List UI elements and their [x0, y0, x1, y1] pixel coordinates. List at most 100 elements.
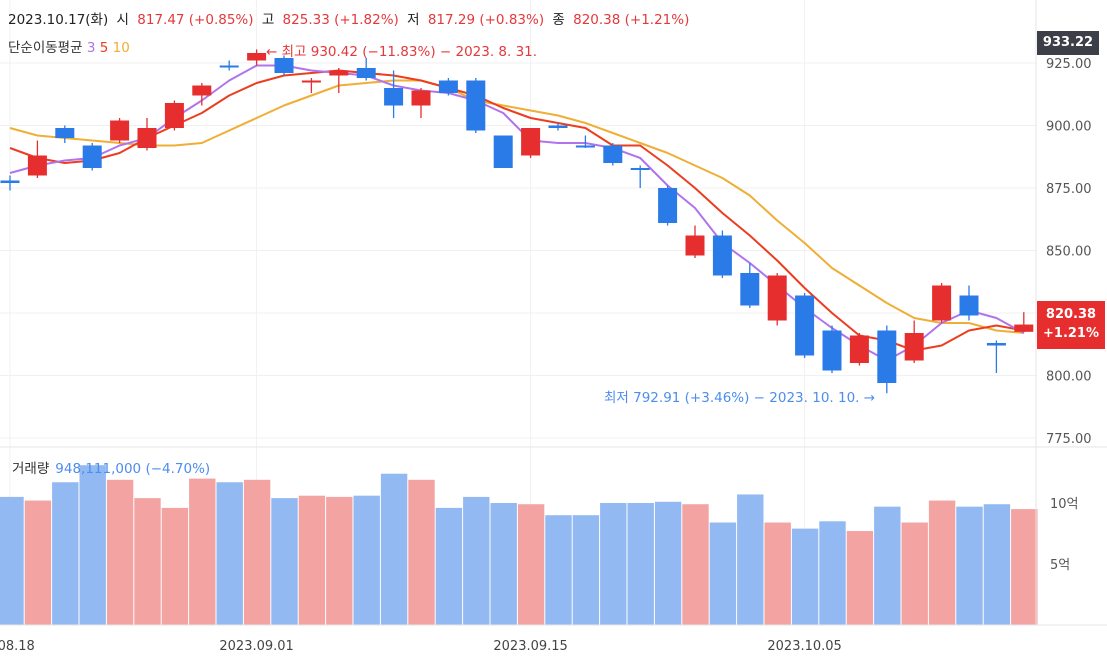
candle-body	[82, 145, 102, 168]
volume-label: 거래량	[12, 461, 50, 477]
candle-body	[219, 65, 239, 68]
volume-value: 948,111,000 (−4.70%)	[55, 461, 211, 477]
volume-bar	[709, 522, 737, 625]
volume-bar	[408, 479, 435, 625]
volume-bar	[983, 504, 1011, 625]
y-tick-label: 875.00	[1046, 182, 1092, 197]
candle-body	[603, 145, 623, 163]
last-price-tag: 820.38 +1.21%	[1037, 301, 1105, 349]
candle-body	[986, 343, 1006, 346]
candle-body	[356, 68, 376, 78]
high-label: 고	[261, 12, 275, 28]
volume-bar	[24, 500, 52, 625]
y-tick-label: 775.00	[1046, 432, 1092, 447]
current-price-tag: 933.22	[1037, 31, 1099, 55]
volume-bar	[189, 478, 216, 625]
high-value: 825.33 (+1.82%)	[282, 12, 399, 28]
volume-bar	[216, 482, 243, 625]
y-tick-label: 850.00	[1046, 245, 1092, 260]
volume-bar	[545, 515, 572, 625]
ma-legend[interactable]: 단순이동평균 3 5 10	[8, 36, 130, 56]
candle-body	[466, 80, 486, 131]
volume-bar	[517, 504, 545, 625]
candle-body	[274, 58, 294, 73]
y-tick-label: 900.00	[1046, 120, 1092, 135]
volume-bar	[901, 522, 928, 625]
low-label: 저	[407, 12, 420, 28]
ma3-line	[9, 64, 1025, 362]
volume-bar	[874, 506, 901, 625]
candle-body	[575, 145, 595, 148]
header-date: 2023.10.17(화)	[8, 12, 109, 28]
candle-body	[192, 85, 212, 96]
candle-body	[301, 80, 321, 83]
candle-body	[164, 103, 184, 128]
open-label: 시	[116, 12, 129, 28]
candle-body	[767, 275, 787, 321]
candle-body	[548, 125, 568, 128]
candle-body	[55, 128, 75, 138]
volume-bar	[243, 479, 271, 625]
candle-body	[712, 235, 732, 276]
candle-body	[822, 330, 842, 371]
candle-body	[137, 128, 157, 148]
candle-body	[904, 333, 924, 361]
low-annotation: 최저 792.91 (+3.46%) − 2023. 10. 10. →	[604, 390, 876, 406]
last-price-value: 820.38	[1045, 307, 1097, 322]
volume-bar	[435, 507, 463, 625]
volume-bar	[846, 531, 874, 625]
close-label: 종	[552, 12, 565, 28]
ma10-line	[9, 79, 1024, 334]
open-value: 817.47 (+0.85%)	[137, 12, 254, 28]
low-value: 817.29 (+0.83%)	[427, 12, 545, 28]
volume-bar	[161, 507, 189, 625]
candle-body	[0, 180, 20, 183]
volume-bar	[380, 473, 408, 625]
candle-body	[877, 330, 897, 383]
candles-group	[0, 49, 1034, 394]
ma5-legend: 5	[99, 40, 109, 56]
candle-body	[685, 235, 705, 256]
volume-bar	[298, 495, 326, 625]
volume-bar	[271, 498, 298, 625]
volume-bar	[654, 501, 682, 625]
candle-body	[411, 90, 431, 106]
candle-body	[521, 128, 541, 156]
ma-legend-label: 단순이동평균	[8, 40, 83, 56]
volume-bar	[600, 503, 627, 625]
candle-body	[658, 188, 678, 223]
volume-tick-label: 5억	[1050, 558, 1070, 573]
y-tick-label: 925.00	[1046, 57, 1092, 72]
volume-bar	[0, 496, 24, 625]
candle-body	[247, 53, 267, 61]
volume-bar	[326, 496, 353, 625]
volume-legend: 거래량 948,111,000 (−4.70%)	[12, 457, 210, 477]
volume-tick-label: 10억	[1050, 497, 1079, 512]
candle-body	[849, 335, 869, 363]
x-tick-label: 2023.10.05	[767, 639, 841, 654]
candle-body	[630, 168, 650, 170]
volume-bar	[764, 522, 791, 625]
candle-body	[493, 135, 513, 168]
volume-bars-group	[0, 465, 1038, 625]
candle-body	[932, 285, 952, 321]
volume-bar	[572, 515, 600, 625]
candle-body	[959, 295, 979, 316]
volume-bar	[79, 465, 106, 625]
candle-body	[110, 120, 130, 141]
last-price-change: +1.21%	[1043, 326, 1099, 341]
volume-bar	[737, 494, 764, 625]
candle-body	[740, 273, 760, 306]
volume-bar	[490, 503, 517, 625]
close-value: 820.38 (+1.21%)	[573, 12, 690, 28]
candle-body	[384, 88, 404, 106]
volume-bar	[52, 482, 79, 625]
candle-body	[795, 295, 815, 356]
candle-body	[1014, 324, 1034, 332]
candle-body	[329, 70, 349, 76]
ma3-line-group	[9, 64, 1025, 362]
volume-bar	[928, 500, 956, 625]
x-tick-label: 2023.09.15	[493, 639, 567, 654]
x-tick-label: 2023.09.01	[219, 639, 293, 654]
